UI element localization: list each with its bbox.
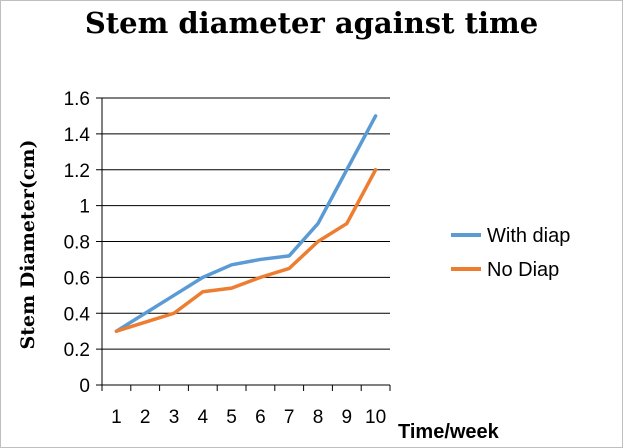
series-line-2 [114,168,378,333]
gridlines [102,97,390,350]
series-line-1 [114,114,378,333]
axes [96,97,391,391]
legend-label: With diap [487,225,570,247]
x-tick-label: 2 [140,407,151,428]
x-tick-label: 9 [342,407,353,428]
x-axis-label: Time/week [398,421,500,443]
x-tick-label: 4 [198,407,209,428]
y-tick-label: 1.4 [64,125,91,146]
x-tick-label: 7 [284,407,295,428]
y-tick-label: 0.8 [64,233,90,254]
x-tick-label: 1 [111,407,122,428]
y-tick-label: 0.4 [64,304,91,325]
y-tick-label: 1.2 [64,161,90,182]
chart-title: Stem diameter against time [84,6,539,40]
x-tick-label: 5 [226,407,237,428]
y-tick-label: 1 [79,197,90,218]
x-tick-label: 6 [255,407,266,428]
legend-label: No Diap [487,259,559,281]
x-tick-label: 10 [365,407,386,428]
x-tick-label: 8 [313,407,324,428]
y-tick-label: 0 [79,376,90,397]
series-lines [114,114,378,333]
y-tick-label: 1.6 [64,89,90,110]
legend: With diap No Diap [451,225,570,281]
y-tick-label: 0.6 [64,268,90,289]
x-tick-label: 3 [169,407,180,428]
y-axis-label: Stem Diameter(cm) [17,139,39,349]
x-tick-labels: 1 2 3 4 5 6 7 8 9 10 [111,407,386,428]
y-tick-labels: 0 0.2 0.4 0.6 0.8 1 1.2 1.4 1.6 [64,89,91,397]
y-tick-label: 0.2 [64,340,90,361]
